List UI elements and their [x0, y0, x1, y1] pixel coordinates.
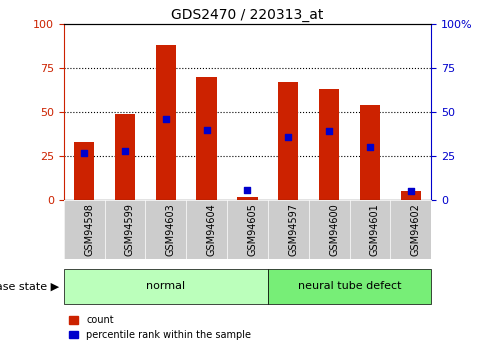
- Point: [366, 145, 374, 150]
- Text: disease state ▶: disease state ▶: [0, 282, 59, 291]
- Bar: [115, 114, 135, 200]
- Text: GSM94598: GSM94598: [84, 203, 94, 256]
- Bar: [237, 197, 258, 200]
- Bar: [319, 89, 339, 200]
- Bar: [196, 77, 217, 200]
- Text: GSM94605: GSM94605: [247, 203, 257, 256]
- Text: GSM94602: GSM94602: [411, 203, 421, 256]
- Point: [162, 116, 170, 122]
- Bar: [401, 191, 421, 200]
- Point: [244, 187, 251, 192]
- Point: [284, 134, 292, 139]
- Point: [325, 129, 333, 134]
- Bar: [268, 269, 431, 304]
- Bar: [74, 142, 94, 200]
- Text: GSM94600: GSM94600: [329, 203, 339, 256]
- Point: [203, 127, 211, 132]
- Text: normal: normal: [146, 282, 185, 291]
- Text: neural tube defect: neural tube defect: [298, 282, 401, 291]
- Text: GSM94599: GSM94599: [125, 203, 135, 256]
- Title: GDS2470 / 220313_at: GDS2470 / 220313_at: [172, 8, 323, 22]
- Text: GSM94604: GSM94604: [207, 203, 217, 256]
- Point: [121, 148, 129, 154]
- Text: GSM94597: GSM94597: [288, 203, 298, 256]
- Text: GSM94601: GSM94601: [370, 203, 380, 256]
- Text: GSM94603: GSM94603: [166, 203, 176, 256]
- Bar: [360, 105, 380, 200]
- Point: [80, 150, 88, 155]
- Bar: [278, 82, 298, 200]
- Bar: [64, 269, 268, 304]
- Point: [407, 188, 415, 194]
- Bar: [156, 45, 176, 200]
- Legend: count, percentile rank within the sample: count, percentile rank within the sample: [69, 315, 251, 340]
